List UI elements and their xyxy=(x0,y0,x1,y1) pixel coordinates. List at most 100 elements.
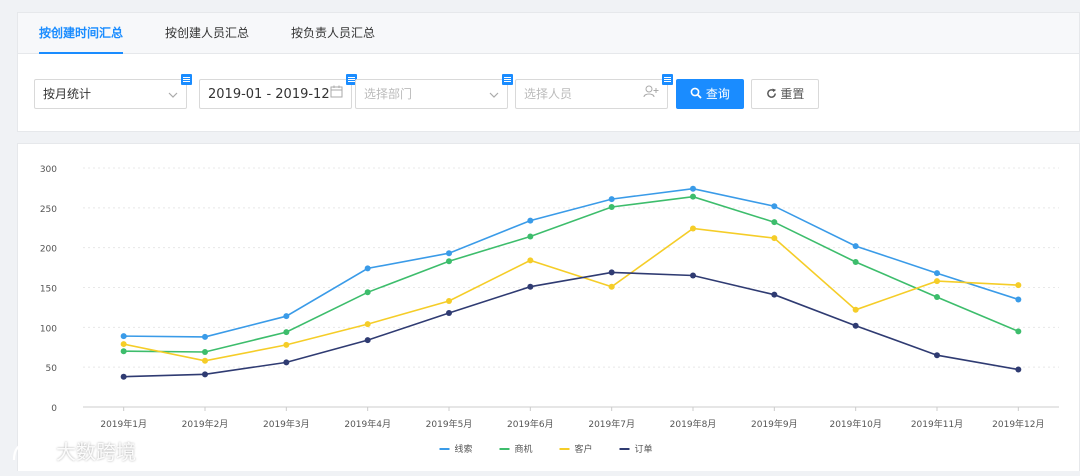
query-button-label: 查询 xyxy=(705,87,730,101)
reset-button[interactable]: 重置 xyxy=(751,79,819,109)
x-tick-label: 2019年1月 xyxy=(100,418,147,430)
period-select-value: 按月统计 xyxy=(43,87,92,101)
legend-label: 订单 xyxy=(635,443,653,455)
data-point xyxy=(283,341,290,348)
person-placeholder: 选择人员 xyxy=(524,87,573,101)
period-select[interactable]: 按月统计 xyxy=(34,74,192,109)
refresh-icon xyxy=(766,88,776,98)
data-point xyxy=(120,341,127,348)
data-point xyxy=(283,313,290,320)
list-badge-icon xyxy=(662,74,673,85)
data-point xyxy=(934,352,940,359)
calendar-icon xyxy=(330,80,343,108)
x-tick-label: 2019年4月 xyxy=(344,418,391,430)
data-point xyxy=(771,203,778,210)
data-point xyxy=(1015,282,1022,289)
data-point xyxy=(852,243,859,250)
line-chart: 0 50 100 150 200 250 300 2019年1月 2019年2月 2019年3月 2… xyxy=(40,165,1059,455)
legend-label: 商机 xyxy=(515,443,533,455)
data-point xyxy=(608,269,615,276)
y-tick-label: 250 xyxy=(40,205,57,215)
data-point xyxy=(364,289,371,296)
y-tick-label: 300 xyxy=(40,165,57,175)
data-point xyxy=(852,322,859,329)
y-tick-label: 50 xyxy=(46,364,58,374)
data-point xyxy=(771,291,778,298)
y-tick-label: 150 xyxy=(40,285,57,295)
data-point xyxy=(690,185,696,192)
data-point xyxy=(852,259,859,266)
list-badge-icon xyxy=(502,74,513,85)
query-button[interactable]: 查询 xyxy=(676,79,744,109)
add-user-icon xyxy=(643,80,659,108)
person-select[interactable]: 选择人员 xyxy=(515,74,673,109)
data-point xyxy=(527,283,534,290)
filter-panel: 按创建时间汇总 按创建人员汇总 按负责人员汇总 按月统计 2019-01 - 2… xyxy=(17,12,1080,132)
date-range-picker[interactable]: 2019-01 - 2019-12 xyxy=(199,74,357,109)
data-point xyxy=(608,283,615,290)
chevron-down-icon xyxy=(489,80,499,108)
tab-bar: 按创建时间汇总 按创建人员汇总 按负责人员汇总 xyxy=(18,13,1079,54)
data-point xyxy=(690,272,696,279)
x-tick-label: 2019年2月 xyxy=(182,418,229,430)
x-tick-label: 2019年12月 xyxy=(992,418,1044,430)
tab-by-creator[interactable]: 按创建人员汇总 xyxy=(165,26,250,40)
watermark: 大数跨境 xyxy=(10,438,136,466)
department-placeholder: 选择部门 xyxy=(364,87,413,101)
series-line-2 xyxy=(123,195,1019,353)
data-point xyxy=(446,309,452,316)
data-point xyxy=(202,357,208,364)
data-point xyxy=(120,333,127,340)
data-point xyxy=(1015,366,1022,373)
series-line-3 xyxy=(123,227,1019,362)
series-line-4 xyxy=(123,271,1019,378)
tab-by-owner[interactable]: 按负责人员汇总 xyxy=(291,26,376,40)
data-point xyxy=(446,250,452,257)
data-point xyxy=(527,217,534,224)
watermark-logo-icon xyxy=(12,442,48,461)
date-range-value: 2019-01 - 2019-12 xyxy=(208,87,330,102)
data-point xyxy=(364,321,371,328)
data-point xyxy=(690,193,696,200)
data-point xyxy=(608,196,615,203)
data-point xyxy=(446,298,452,305)
data-point xyxy=(690,225,696,232)
series-line-1 xyxy=(123,187,1019,338)
chevron-down-icon xyxy=(168,80,178,108)
chart-panel: 0 50 100 150 200 250 300 2019年1月 2019年2月 2019年3月 2… xyxy=(17,143,1080,471)
data-point xyxy=(364,265,371,272)
data-point xyxy=(608,204,615,211)
tab-by-create-time[interactable]: 按创建时间汇总 xyxy=(39,13,124,54)
data-point xyxy=(771,235,778,242)
list-badge-icon xyxy=(346,74,357,85)
x-tick-label: 2019年10月 xyxy=(829,418,881,430)
data-point xyxy=(120,348,127,355)
y-tick-label: 100 xyxy=(40,324,57,334)
data-point xyxy=(934,294,940,301)
legend-label: 线索 xyxy=(455,443,473,455)
data-point xyxy=(446,258,452,265)
data-point xyxy=(527,233,534,240)
search-icon xyxy=(690,87,702,99)
department-select[interactable]: 选择部门 xyxy=(355,74,513,109)
data-point xyxy=(852,306,859,313)
data-point xyxy=(1015,328,1022,335)
data-point xyxy=(934,278,940,285)
data-point xyxy=(934,270,940,277)
x-tick-label: 2019年8月 xyxy=(670,418,717,430)
x-tick-label: 2019年6月 xyxy=(507,418,554,430)
data-point xyxy=(120,373,127,380)
x-tick-label: 2019年5月 xyxy=(426,418,473,430)
data-point xyxy=(283,329,290,336)
reset-button-label: 重置 xyxy=(780,87,805,101)
watermark-text: 大数跨境 xyxy=(56,440,136,464)
y-tick-label: 0 xyxy=(51,404,57,414)
data-point xyxy=(364,337,371,344)
x-tick-label: 2019年7月 xyxy=(588,418,635,430)
data-point xyxy=(283,359,290,366)
y-tick-label: 200 xyxy=(40,245,57,255)
data-point xyxy=(771,219,778,226)
x-tick-label: 2019年11月 xyxy=(911,418,963,430)
data-point xyxy=(527,257,534,264)
data-point xyxy=(202,349,208,356)
